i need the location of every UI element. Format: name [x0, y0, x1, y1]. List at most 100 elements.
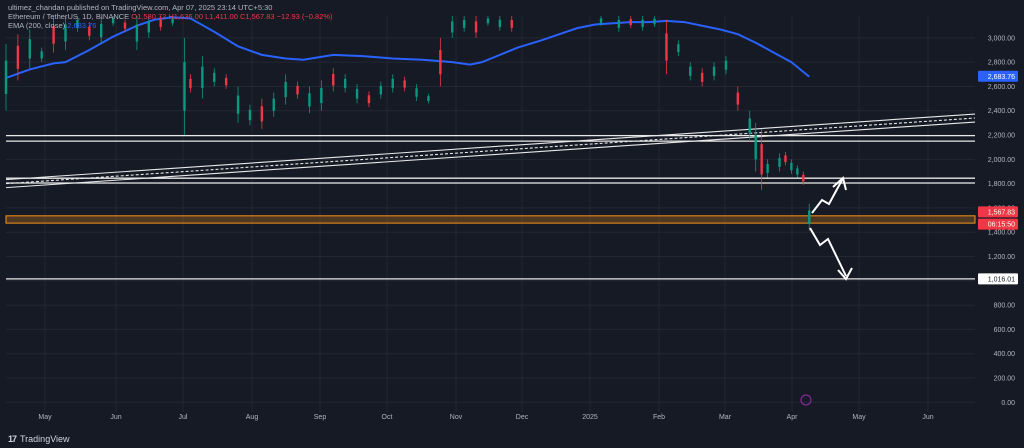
candle-body	[766, 163, 769, 174]
candle-body	[391, 78, 394, 88]
y-tick-label: 3,000.00	[988, 35, 1015, 42]
candle-body	[64, 24, 67, 42]
indicator-title[interactable]: EMA (200, close)	[8, 21, 66, 30]
indicator-value: 2,683.76	[67, 21, 97, 30]
candle-body	[796, 168, 799, 175]
price-tag	[978, 70, 1018, 82]
candle-body	[474, 21, 478, 33]
trend-channel-line	[5, 113, 976, 181]
ohlc-values: O1,580.72 H1,636.00 L1,411.00 C1,567.83 …	[131, 12, 333, 21]
price-tag-label: 2,683.76	[988, 74, 1015, 81]
candle-body	[451, 21, 454, 33]
bullish-arrow	[811, 179, 843, 214]
x-tick-label: 2025	[582, 414, 598, 421]
price-tag-label: 1,567.83	[988, 209, 1015, 216]
candle-body	[617, 19, 621, 28]
x-tick-label: Jun	[922, 414, 933, 421]
candle-body	[641, 19, 644, 27]
price-tag-label: 06:15:50	[988, 222, 1015, 229]
x-tick-label: Nov	[450, 414, 463, 421]
candle-body	[248, 109, 252, 121]
candle-body	[462, 19, 466, 28]
candle-body	[748, 118, 751, 134]
candle-body	[308, 93, 311, 107]
x-tick-label: Oct	[382, 414, 393, 421]
candle-body	[760, 144, 763, 175]
candle-body	[332, 74, 335, 86]
candle-body	[677, 44, 680, 53]
candle-body	[284, 81, 287, 98]
candle-body	[689, 66, 692, 76]
bearish-arrow-head	[837, 267, 853, 281]
candle-body	[272, 98, 275, 111]
symbol-title[interactable]: Ethereum / TetherUS, 1D, BINANCE	[8, 12, 130, 21]
y-tick-label: 2,000.00	[988, 157, 1015, 164]
candle-body	[498, 19, 502, 27]
tradingview-brand[interactable]: 17 TradingView	[8, 434, 70, 444]
indicator-line: EMA (200, close) 2,683.76	[8, 21, 96, 30]
candle-body	[403, 80, 406, 88]
ema-200-line	[5, 16, 810, 79]
price-tag	[978, 206, 1018, 218]
x-tick-label: May	[38, 414, 52, 421]
candle-body	[147, 21, 150, 33]
y-tick-label: 1,200.00	[988, 254, 1015, 261]
candle-body	[28, 39, 31, 59]
candle-body	[599, 18, 603, 24]
candle-body	[100, 23, 103, 38]
candle-body	[790, 162, 793, 171]
x-tick-label: Feb	[653, 414, 665, 421]
candle-body	[367, 95, 371, 104]
candle-body	[88, 26, 91, 36]
candle-body	[213, 72, 216, 82]
price-tag	[978, 273, 1018, 285]
candle-body	[439, 50, 442, 75]
candle-body	[135, 24, 139, 42]
x-tick-label: Jul	[179, 414, 188, 421]
bullish-arrow-head	[832, 176, 847, 191]
support-zone	[5, 215, 976, 224]
brand-name: TradingView	[20, 434, 70, 444]
candle-body	[224, 77, 228, 86]
publisher-line: ultimez_chandan published on TradingView…	[8, 3, 273, 12]
x-tick-label: Sep	[314, 414, 327, 421]
y-tick-label: 1,400.00	[988, 230, 1015, 237]
candle-body	[510, 19, 513, 28]
candle-body	[808, 210, 811, 225]
candle-body	[159, 19, 162, 27]
candle-body	[296, 85, 299, 95]
candle-body	[379, 85, 383, 95]
candle-body	[778, 157, 781, 167]
x-tick-label: May	[852, 414, 866, 421]
x-tick-label: Mar	[719, 414, 732, 421]
y-tick-label: 1,800.00	[988, 181, 1015, 188]
candle-body	[415, 88, 418, 97]
symbol-line: Ethereum / TetherUS, 1D, BINANCE O1,580.…	[8, 12, 333, 21]
candle-body	[427, 96, 430, 102]
candle-body	[320, 87, 323, 104]
price-tag	[978, 218, 1018, 230]
candle-body	[111, 18, 115, 24]
y-tick-label: 2,200.00	[988, 133, 1015, 140]
y-tick-label: 800.00	[994, 303, 1016, 310]
tradingview-logo-icon: 17	[8, 434, 17, 444]
trend-channel-line	[5, 117, 976, 185]
trend-channel-line	[5, 121, 976, 189]
x-tick-label: Apr	[787, 414, 799, 421]
candle-body	[16, 45, 20, 69]
candle-body	[802, 174, 805, 182]
candle-body	[183, 62, 186, 111]
candle-body	[236, 95, 240, 114]
candle-body	[189, 78, 192, 88]
candle-body	[260, 106, 264, 122]
y-tick-label: 2,800.00	[988, 60, 1015, 67]
x-tick-label: Aug	[246, 414, 259, 421]
candle-body	[171, 18, 174, 24]
event-marker-icon	[800, 394, 812, 406]
bearish-arrow	[809, 227, 847, 277]
candle-body	[629, 19, 632, 26]
price-tag-label: 1,016.01	[988, 276, 1015, 283]
candle-body	[724, 60, 728, 70]
candle-body	[76, 19, 79, 28]
